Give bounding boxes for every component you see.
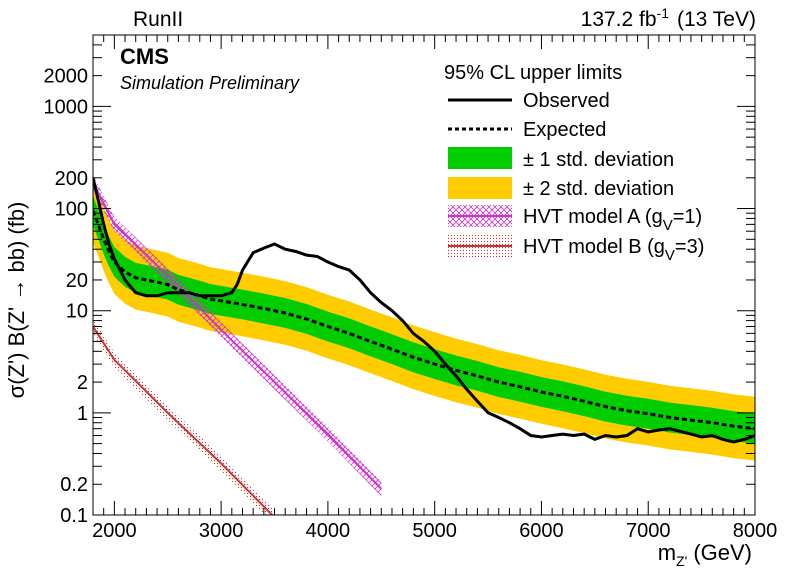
y-tick-label: 1000 [44, 96, 89, 118]
uncertainty-bands [93, 179, 755, 461]
legend-observed-label: Observed [523, 90, 610, 112]
legend-band1-label: ± 1 std. deviation [523, 149, 674, 171]
x-tick-label: 7000 [626, 520, 671, 542]
x-axis: 2000 3000 4000 5000 6000 7000 8000 [92, 35, 777, 542]
y-axis-title: σ(Z') B(Z' → bb) (fb) [4, 202, 29, 399]
y-tick-label: 200 [55, 168, 88, 190]
legend-hvta-label: HVT model A (gV=1) [523, 206, 702, 234]
limit-lines [93, 177, 755, 444]
x-tick-label: 6000 [519, 520, 564, 542]
legend-expected-label: Expected [523, 119, 606, 141]
preliminary-label: Simulation Preliminary [120, 73, 300, 93]
x-tick-label: 3000 [199, 520, 244, 542]
expected-limit-line [93, 210, 755, 431]
y-tick-label: 2000 [44, 66, 89, 88]
y-tick-label: 0.1 [60, 505, 88, 527]
legend-title: 95% CL upper limits [444, 62, 622, 84]
band-1sigma [93, 195, 755, 444]
x-tick-label: 5000 [412, 520, 457, 542]
observed-limit-line [93, 177, 755, 444]
y-tick-label: 20 [66, 270, 88, 292]
x-axis-title: mZ' (GeV) [658, 540, 752, 569]
legend-hvtb-label: HVT model B (gV=3) [523, 236, 704, 264]
x-tick-label: 4000 [306, 520, 351, 542]
x-tick-label: 8000 [733, 520, 778, 542]
hvt-model-b-band [93, 319, 275, 515]
lumi-label: 137.2 fb-1 (13 TeV) [581, 5, 756, 31]
hvt-model-b-line [93, 325, 274, 515]
y-tick-label: 10 [66, 301, 88, 323]
legend-band2-label: ± 2 std. deviation [523, 178, 674, 200]
legend: 95% CL upper limits Observed Expected ± … [444, 62, 704, 264]
y-tick-label: 0.2 [60, 474, 88, 496]
hvt-models [93, 175, 383, 515]
x-tick-label: 2000 [92, 520, 137, 542]
cms-label: CMS [120, 44, 169, 69]
legend-band2-swatch [448, 177, 512, 199]
legend-band1-swatch [448, 147, 512, 169]
run-label: RunII [133, 8, 183, 31]
y-axis: 0.1 0.2 1 2 10 20 100 200 1000 2000 [44, 34, 755, 527]
y-tick-label: 100 [55, 199, 88, 221]
y-tick-label: 1 [77, 403, 88, 425]
hvt-model-a-line [93, 182, 383, 490]
y-tick-label: 2 [77, 372, 88, 394]
